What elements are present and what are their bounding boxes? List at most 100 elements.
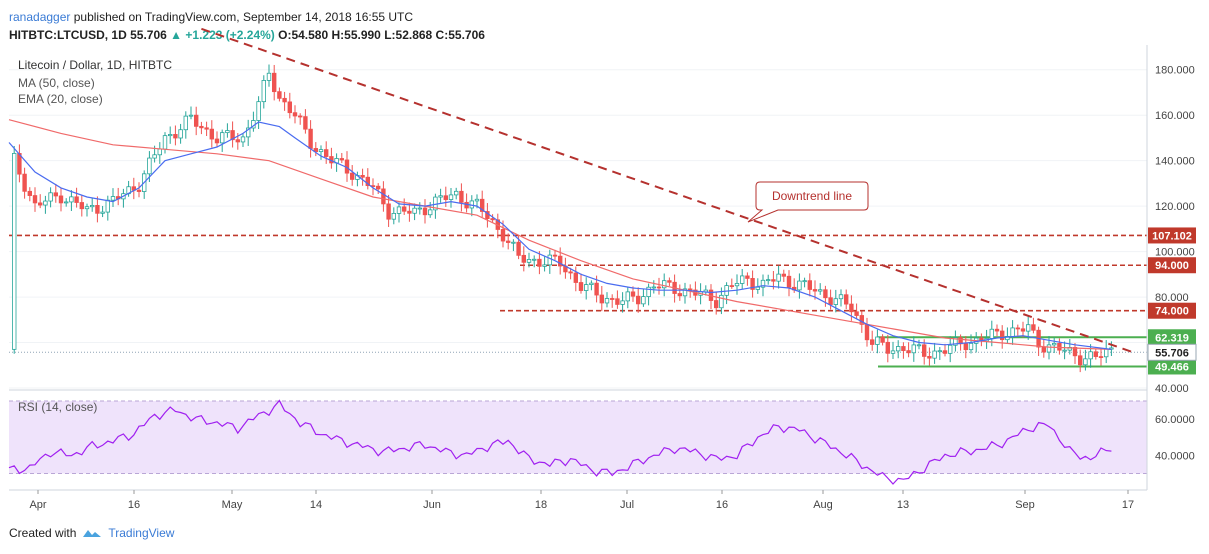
candle[interactable]: [620, 292, 625, 313]
candle[interactable]: [256, 96, 261, 130]
candle[interactable]: [131, 177, 136, 200]
candle[interactable]: [209, 120, 214, 148]
candle[interactable]: [584, 277, 589, 300]
candle[interactable]: [781, 269, 786, 283]
candle[interactable]: [563, 257, 568, 279]
candle[interactable]: [53, 183, 58, 203]
candle[interactable]: [979, 333, 984, 347]
candle[interactable]: [401, 198, 407, 215]
candle[interactable]: [740, 269, 745, 290]
candle[interactable]: [953, 330, 958, 352]
candle[interactable]: [610, 294, 615, 308]
candle[interactable]: [552, 249, 558, 260]
candle[interactable]: [646, 283, 651, 306]
candle[interactable]: [745, 272, 750, 286]
candle[interactable]: [365, 168, 370, 190]
candle[interactable]: [375, 183, 381, 194]
candle[interactable]: [230, 121, 235, 148]
candle[interactable]: [714, 291, 719, 315]
candle[interactable]: [183, 111, 188, 139]
candle[interactable]: [225, 123, 230, 138]
candle[interactable]: [547, 249, 552, 274]
candle[interactable]: [391, 207, 396, 225]
candle[interactable]: [766, 274, 771, 285]
candle[interactable]: [22, 167, 27, 199]
candle[interactable]: [459, 183, 464, 212]
candle[interactable]: [485, 203, 490, 228]
candle[interactable]: [537, 251, 542, 275]
candle[interactable]: [937, 347, 942, 360]
candle[interactable]: [812, 280, 818, 300]
candle[interactable]: [932, 342, 937, 364]
candle[interactable]: [95, 196, 100, 223]
candle[interactable]: [589, 280, 594, 291]
candle[interactable]: [38, 194, 43, 209]
candle[interactable]: [422, 199, 428, 224]
tradingview-brand[interactable]: TradingView: [108, 526, 175, 540]
candle[interactable]: [79, 195, 84, 217]
candle[interactable]: [818, 283, 823, 295]
candle[interactable]: [193, 106, 199, 136]
candle[interactable]: [48, 187, 53, 208]
candle[interactable]: [339, 152, 344, 164]
candle[interactable]: [329, 147, 334, 169]
candle[interactable]: [901, 342, 906, 359]
ema-legend[interactable]: EMA (20, close): [18, 92, 103, 106]
candle[interactable]: [838, 289, 844, 307]
candle[interactable]: [173, 125, 178, 146]
candle[interactable]: [1041, 339, 1046, 358]
candle[interactable]: [776, 265, 781, 289]
candle[interactable]: [136, 182, 142, 198]
candle[interactable]: [911, 336, 916, 362]
candle[interactable]: [214, 131, 220, 147]
candle[interactable]: [396, 202, 402, 223]
candle[interactable]: [266, 64, 272, 87]
candle[interactable]: [573, 266, 578, 292]
candle[interactable]: [615, 290, 620, 309]
candle[interactable]: [453, 187, 459, 200]
candle[interactable]: [750, 270, 755, 298]
candle[interactable]: [948, 336, 953, 363]
candle[interactable]: [1088, 344, 1093, 368]
candle[interactable]: [1098, 349, 1104, 366]
candle[interactable]: [355, 171, 360, 187]
candle[interactable]: [433, 193, 438, 219]
candle[interactable]: [1057, 338, 1062, 355]
candle[interactable]: [568, 267, 573, 280]
candle[interactable]: [1093, 348, 1098, 360]
candle[interactable]: [490, 214, 495, 223]
candle[interactable]: [682, 282, 688, 304]
candle[interactable]: [1020, 321, 1026, 338]
candle[interactable]: [994, 324, 1000, 337]
candle[interactable]: [724, 282, 729, 305]
candle[interactable]: [1005, 327, 1010, 344]
candle[interactable]: [251, 111, 256, 132]
candle[interactable]: [292, 105, 298, 124]
candle[interactable]: [1010, 320, 1015, 345]
candle[interactable]: [854, 303, 859, 320]
candle[interactable]: [1104, 340, 1109, 364]
candle[interactable]: [407, 202, 412, 222]
candle[interactable]: [599, 285, 604, 312]
candle[interactable]: [526, 252, 532, 268]
candle[interactable]: [1015, 324, 1020, 336]
candle[interactable]: [318, 145, 324, 160]
candle[interactable]: [381, 181, 386, 212]
candle[interactable]: [313, 142, 318, 157]
candle[interactable]: [277, 87, 282, 102]
candle[interactable]: [604, 292, 610, 308]
candle[interactable]: [636, 287, 641, 313]
candle[interactable]: [651, 280, 656, 294]
candle[interactable]: [58, 187, 64, 212]
candle[interactable]: [349, 165, 355, 186]
candle[interactable]: [17, 144, 22, 183]
candle[interactable]: [167, 126, 173, 144]
candle[interactable]: [32, 187, 38, 212]
candle[interactable]: [578, 273, 584, 294]
candle[interactable]: [656, 277, 662, 295]
candle[interactable]: [64, 198, 69, 207]
candle[interactable]: [1026, 315, 1031, 340]
candle[interactable]: [204, 121, 209, 137]
candle[interactable]: [890, 341, 896, 360]
candle[interactable]: [844, 289, 849, 310]
